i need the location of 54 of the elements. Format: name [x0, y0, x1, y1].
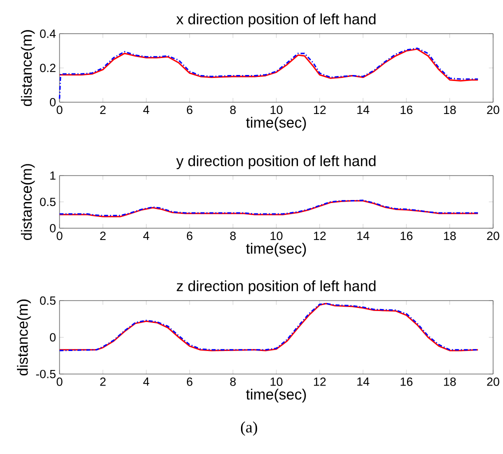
x-tick-label: 4 [143, 105, 150, 114]
x-tick-label: 12 [314, 231, 326, 240]
x-tick-label: 4 [143, 377, 150, 386]
x-tick-label: 0 [56, 231, 62, 240]
x-tick-label: 14 [357, 231, 370, 240]
y-tick-label: 0 [50, 98, 56, 106]
y-tick-label: 0.5 [40, 198, 56, 206]
x-tick-label: 12 [314, 105, 326, 114]
y-tick-label: 0.2 [40, 64, 56, 72]
x-tick-label: 20 [487, 105, 500, 114]
x-tick-label: 10 [270, 231, 282, 240]
chart-title: y direction position of left hand [176, 155, 376, 169]
line-series [58, 302, 479, 352]
x-tick-label: 18 [444, 231, 456, 240]
x-tick-label: 20 [487, 377, 500, 386]
y-tick-label: 0 [50, 332, 56, 342]
line-series [58, 48, 479, 82]
y-tick-label: 1 [50, 171, 56, 180]
x-tick-label: 14 [357, 105, 370, 114]
x-tick-label: 0 [56, 105, 62, 114]
y-axis-title: distance(m) [20, 30, 35, 106]
x-tick-label: 4 [143, 231, 150, 240]
x-tick-label: 10 [270, 377, 282, 386]
x-tick-label: 8 [230, 377, 236, 386]
chart-title: x direction position of left hand [176, 13, 376, 28]
x-tick-label: 10 [270, 105, 282, 114]
x-tick-label: 12 [314, 377, 326, 386]
x-tick-label: 2 [100, 231, 106, 240]
y-axis-title: distance(m) [20, 164, 35, 240]
chart-title: z direction position of left hand [176, 280, 376, 294]
y-tick-label: 0.5 [40, 296, 56, 305]
x-tick-label: 16 [400, 377, 412, 386]
x-axis-title: time(sec) [246, 242, 306, 257]
y-tick-label: 0.4 [40, 29, 56, 38]
x-tick-label: 6 [186, 377, 192, 386]
x-tick-label: 16 [400, 105, 412, 114]
x-tick-label: 20 [487, 231, 500, 240]
text: (a) [240, 421, 258, 436]
x-tick-label: 18 [444, 105, 456, 114]
x-tick-label: 6 [186, 105, 192, 114]
x-tick-label: 6 [186, 231, 192, 240]
x-tick-label: 14 [357, 377, 370, 386]
x-tick-label: 18 [444, 377, 456, 386]
x-tick-label: 2 [100, 105, 106, 114]
x-axis-title: time(sec) [246, 388, 306, 402]
x-tick-label: 2 [100, 377, 106, 386]
x-tick-label: 16 [400, 231, 412, 240]
y-axis-title: distance(m) [16, 299, 31, 376]
y-tick-label: -0.5 [36, 370, 56, 378]
x-axis-title: time(sec) [246, 116, 306, 131]
y-tick-label: 0 [50, 224, 56, 232]
x-tick-label: 8 [230, 105, 236, 114]
x-tick-label: 0 [56, 377, 62, 386]
x-tick-label: 8 [230, 231, 236, 240]
